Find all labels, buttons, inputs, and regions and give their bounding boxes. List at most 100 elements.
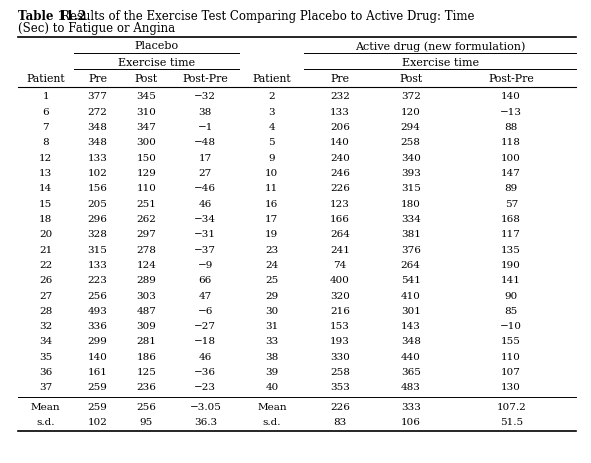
Text: 301: 301 bbox=[401, 306, 421, 315]
Text: 340: 340 bbox=[401, 153, 421, 163]
Text: 541: 541 bbox=[401, 275, 421, 285]
Text: 35: 35 bbox=[39, 352, 53, 361]
Text: −10: −10 bbox=[500, 321, 522, 331]
Text: 27: 27 bbox=[39, 291, 53, 300]
Text: 129: 129 bbox=[137, 169, 156, 178]
Text: 95: 95 bbox=[139, 417, 153, 426]
Text: 256: 256 bbox=[87, 291, 108, 300]
Text: 161: 161 bbox=[87, 367, 108, 376]
Text: 256: 256 bbox=[137, 402, 156, 411]
Text: 110: 110 bbox=[137, 184, 156, 193]
Text: 15: 15 bbox=[39, 199, 53, 208]
Text: −31: −31 bbox=[194, 230, 216, 239]
Text: 33: 33 bbox=[265, 337, 278, 346]
Text: 13: 13 bbox=[39, 169, 53, 178]
Text: −6: −6 bbox=[197, 306, 213, 315]
Text: 107: 107 bbox=[501, 367, 521, 376]
Text: 483: 483 bbox=[401, 382, 421, 392]
Text: 90: 90 bbox=[505, 291, 518, 300]
Text: Exercise time: Exercise time bbox=[402, 57, 479, 68]
Text: 133: 133 bbox=[330, 107, 350, 117]
Text: 66: 66 bbox=[199, 275, 212, 285]
Text: 381: 381 bbox=[401, 230, 421, 239]
Text: 17: 17 bbox=[265, 214, 278, 224]
Text: 4: 4 bbox=[268, 123, 275, 132]
Text: 12: 12 bbox=[39, 153, 53, 163]
Text: 38: 38 bbox=[265, 352, 278, 361]
Text: 88: 88 bbox=[505, 123, 518, 132]
Text: s.d.: s.d. bbox=[262, 417, 281, 426]
Text: 193: 193 bbox=[330, 337, 350, 346]
Text: s.d.: s.d. bbox=[37, 417, 55, 426]
Text: 37: 37 bbox=[39, 382, 53, 392]
Text: 46: 46 bbox=[199, 199, 212, 208]
Text: 47: 47 bbox=[199, 291, 212, 300]
Text: 186: 186 bbox=[137, 352, 156, 361]
Text: 153: 153 bbox=[330, 321, 350, 331]
Text: 226: 226 bbox=[330, 184, 350, 193]
Text: 251: 251 bbox=[137, 199, 156, 208]
Text: 296: 296 bbox=[87, 214, 108, 224]
Text: Results of the Exercise Test Comparing Placebo to Active Drug: Time: Results of the Exercise Test Comparing P… bbox=[61, 10, 475, 23]
Text: 147: 147 bbox=[501, 169, 521, 178]
Text: 315: 315 bbox=[87, 245, 108, 254]
Text: 259: 259 bbox=[87, 402, 108, 411]
Text: 125: 125 bbox=[137, 367, 156, 376]
Text: 372: 372 bbox=[401, 92, 421, 101]
Text: 143: 143 bbox=[401, 321, 421, 331]
Text: Patient: Patient bbox=[252, 74, 291, 84]
Text: 310: 310 bbox=[137, 107, 156, 117]
Text: −46: −46 bbox=[194, 184, 216, 193]
Text: 5: 5 bbox=[268, 138, 275, 147]
Text: 140: 140 bbox=[330, 138, 350, 147]
Text: 24: 24 bbox=[265, 260, 278, 269]
Text: 264: 264 bbox=[330, 230, 350, 239]
Text: 28: 28 bbox=[39, 306, 53, 315]
Text: Post: Post bbox=[399, 74, 423, 84]
Text: 22: 22 bbox=[39, 260, 53, 269]
Text: −13: −13 bbox=[500, 107, 522, 117]
Text: Pre: Pre bbox=[88, 74, 107, 84]
Text: −37: −37 bbox=[194, 245, 216, 254]
Text: Post-Pre: Post-Pre bbox=[488, 74, 534, 84]
Text: 240: 240 bbox=[330, 153, 350, 163]
Text: (Sec) to Fatigue or Angina: (Sec) to Fatigue or Angina bbox=[18, 22, 175, 35]
Text: Exercise time: Exercise time bbox=[118, 57, 195, 68]
Text: 130: 130 bbox=[501, 382, 521, 392]
Text: 102: 102 bbox=[87, 169, 108, 178]
Text: 336: 336 bbox=[87, 321, 108, 331]
Text: Post: Post bbox=[135, 74, 158, 84]
Text: 281: 281 bbox=[137, 337, 156, 346]
Text: 9: 9 bbox=[268, 153, 275, 163]
Text: 124: 124 bbox=[137, 260, 156, 269]
Text: 206: 206 bbox=[330, 123, 350, 132]
Text: 410: 410 bbox=[401, 291, 421, 300]
Text: 309: 309 bbox=[137, 321, 156, 331]
Text: 487: 487 bbox=[137, 306, 156, 315]
Text: 120: 120 bbox=[401, 107, 421, 117]
Text: 23: 23 bbox=[265, 245, 278, 254]
Text: 333: 333 bbox=[401, 402, 421, 411]
Text: 315: 315 bbox=[401, 184, 421, 193]
Text: 156: 156 bbox=[87, 184, 108, 193]
Text: 89: 89 bbox=[505, 184, 518, 193]
Text: 345: 345 bbox=[137, 92, 156, 101]
Text: −3.05: −3.05 bbox=[190, 402, 221, 411]
Text: 135: 135 bbox=[501, 245, 521, 254]
Text: Patient: Patient bbox=[27, 74, 65, 84]
Text: 155: 155 bbox=[501, 337, 521, 346]
Text: 100: 100 bbox=[501, 153, 521, 163]
Text: −23: −23 bbox=[194, 382, 216, 392]
Text: 8: 8 bbox=[43, 138, 49, 147]
Text: 246: 246 bbox=[330, 169, 350, 178]
Text: 272: 272 bbox=[87, 107, 108, 117]
Text: 18: 18 bbox=[39, 214, 53, 224]
Text: 168: 168 bbox=[501, 214, 521, 224]
Text: 29: 29 bbox=[265, 291, 278, 300]
Text: 141: 141 bbox=[501, 275, 521, 285]
Text: 226: 226 bbox=[330, 402, 350, 411]
Text: 377: 377 bbox=[87, 92, 108, 101]
Text: 440: 440 bbox=[401, 352, 421, 361]
Text: 3: 3 bbox=[268, 107, 275, 117]
Text: 328: 328 bbox=[87, 230, 108, 239]
